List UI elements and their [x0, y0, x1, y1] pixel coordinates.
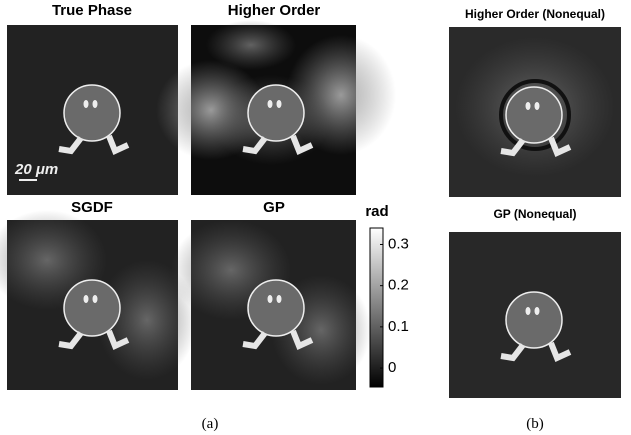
caption: (b) — [526, 416, 544, 432]
panel — [449, 27, 621, 197]
tick-label: 0.2 — [388, 277, 409, 294]
caption: (a) — [202, 416, 219, 432]
colorbar-label: rad — [365, 203, 388, 220]
tick-label: 0.3 — [388, 235, 409, 252]
panel-title: True Phase — [52, 2, 132, 19]
panel-title: SGDF — [71, 199, 113, 216]
panel-title: Higher Order — [228, 2, 321, 19]
panel-title: GP (Nonequal) — [493, 207, 576, 221]
scale-bar: 20 μm — [14, 161, 58, 178]
panel — [156, 20, 396, 195]
panel — [171, 220, 371, 390]
tick-label: 0.1 — [388, 318, 409, 335]
colorbar — [370, 228, 383, 387]
figure: 20 μm True Phase Higher Order SGDF GP Hi… — [0, 0, 631, 435]
panel-title: GP — [263, 199, 285, 216]
tick-label: 0 — [388, 359, 396, 376]
panel — [0, 210, 197, 390]
colorbar-ticks: 0 0.1 0.2 0.3 — [380, 235, 409, 376]
panel — [449, 232, 621, 398]
panel: 20 μm — [7, 25, 178, 195]
panel-title: Higher Order (Nonequal) — [465, 7, 605, 21]
